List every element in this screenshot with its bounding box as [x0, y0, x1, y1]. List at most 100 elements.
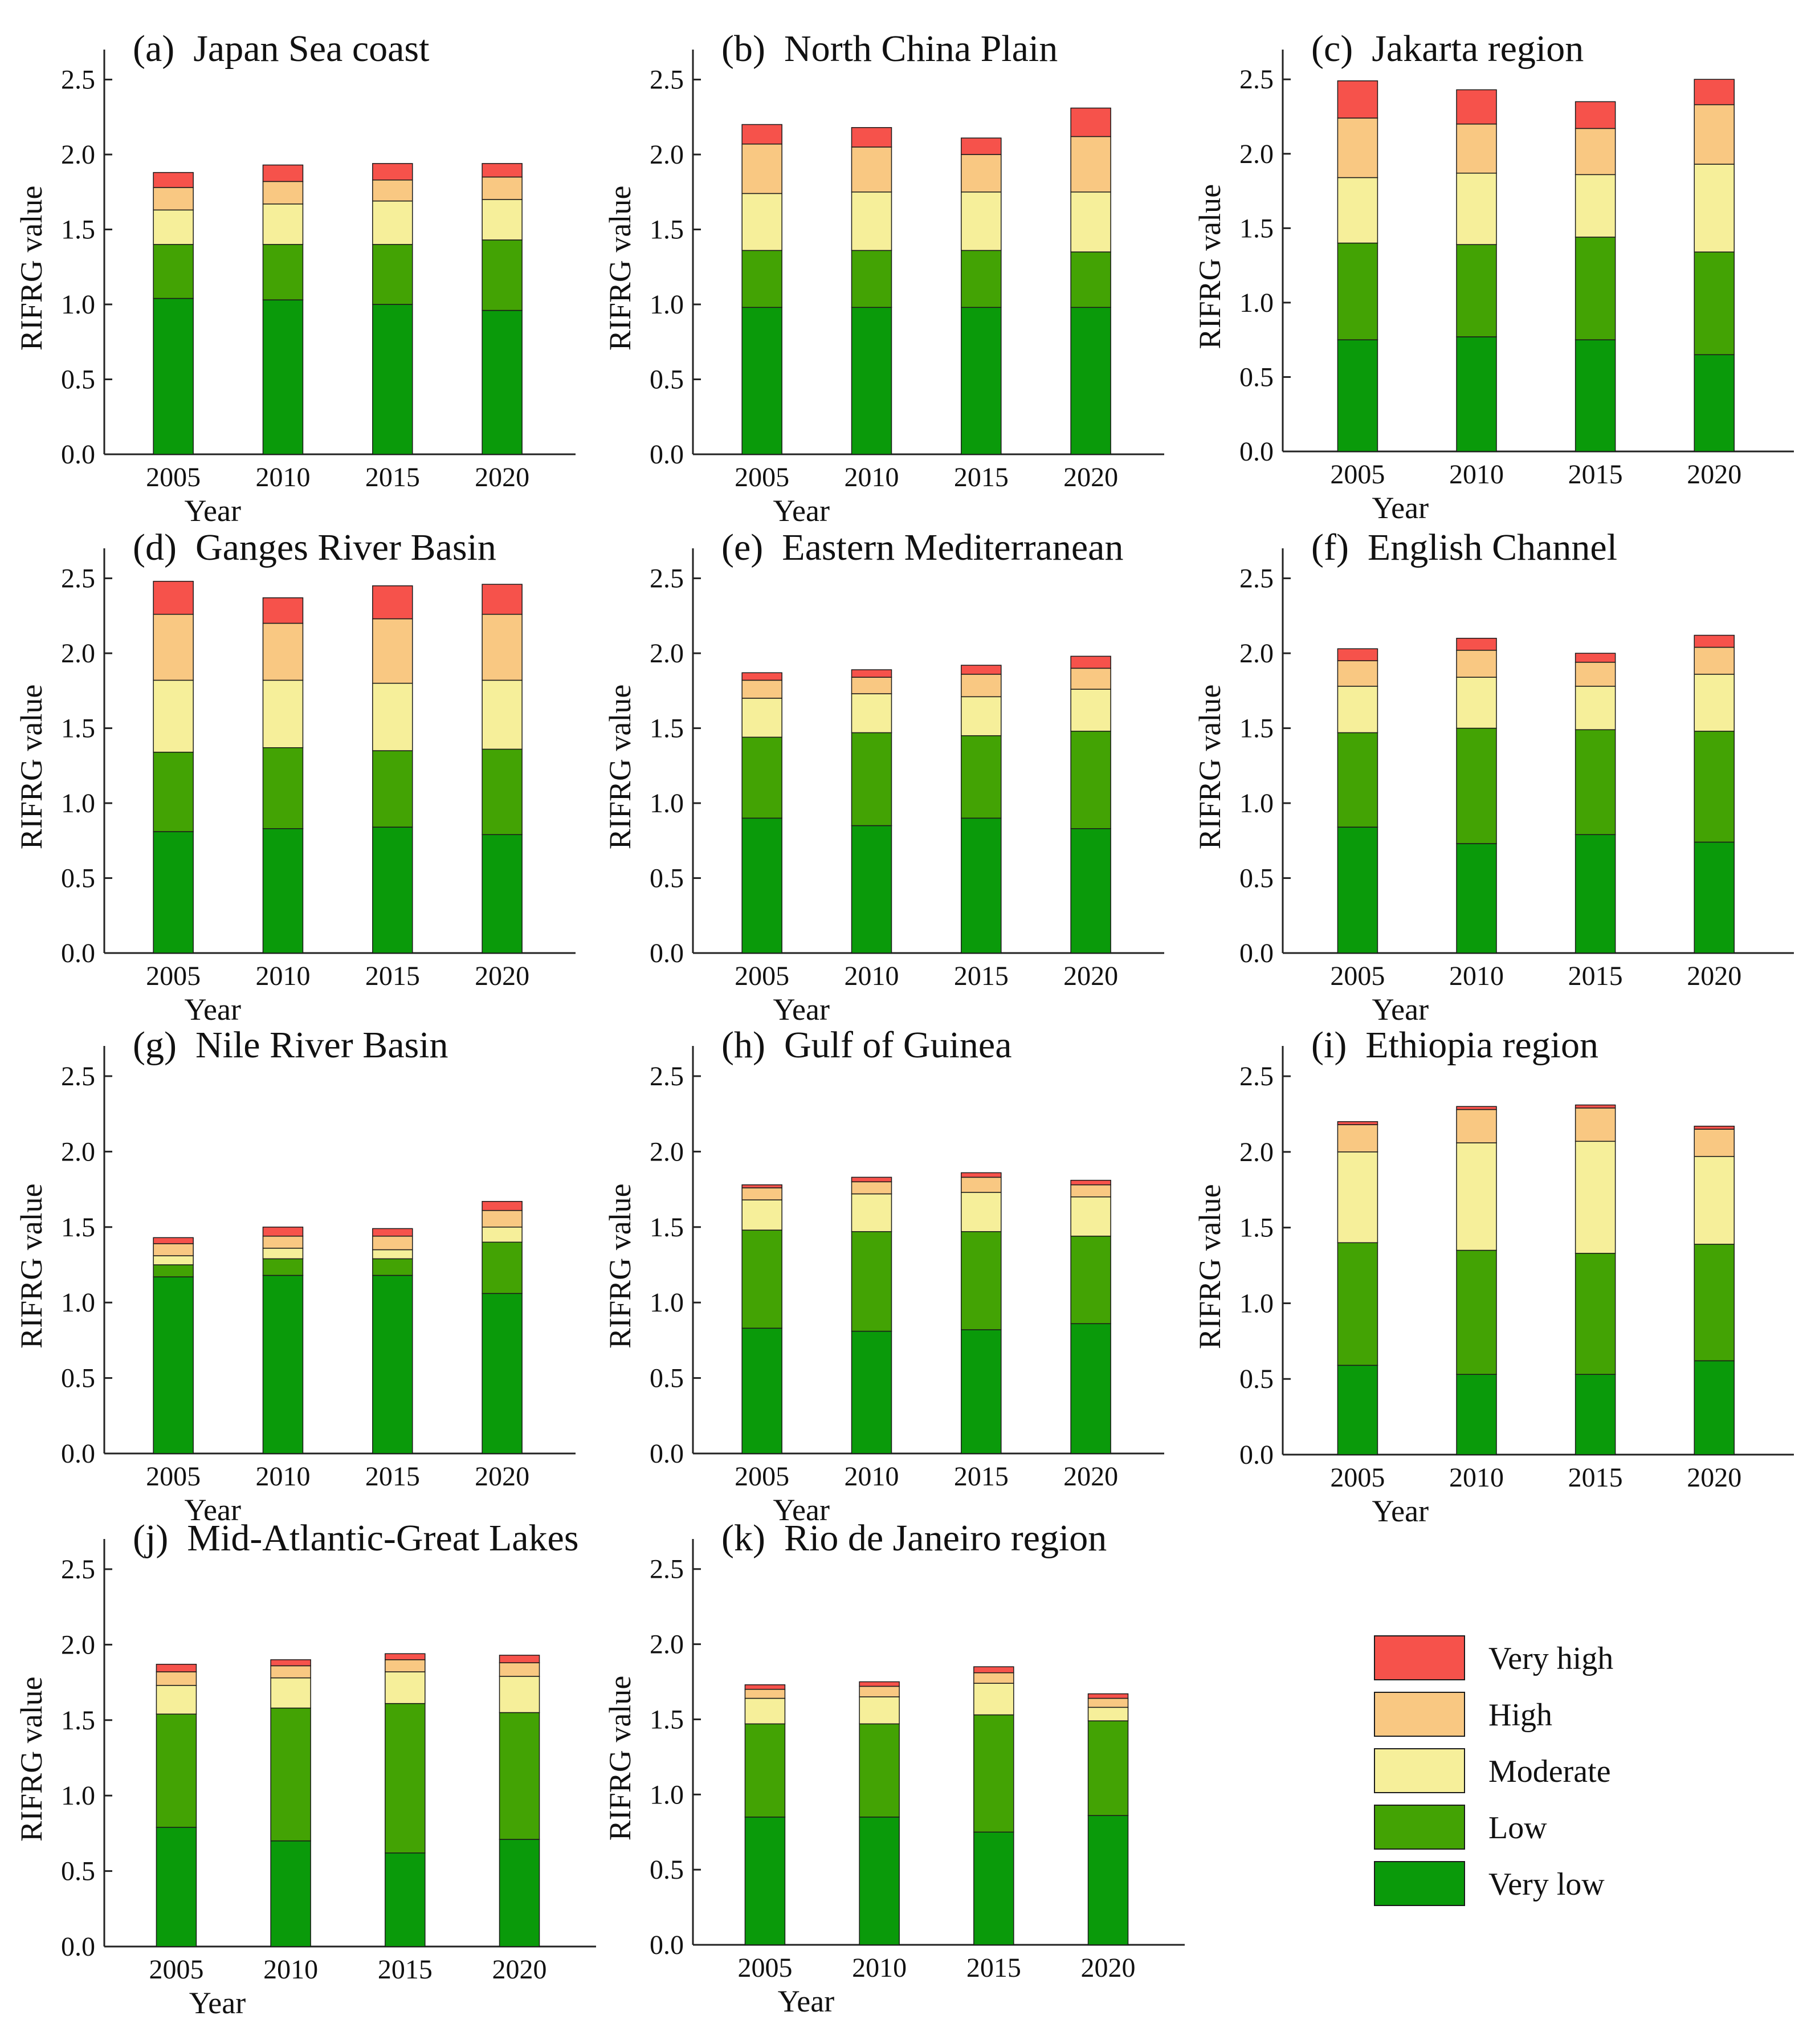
x-tick-label: 2010	[1449, 961, 1504, 991]
bar-segment-very-high-2010	[851, 669, 892, 678]
bar-segment-moderate-2015	[961, 1192, 1002, 1232]
bar-segment-moderate-2010	[851, 1193, 892, 1232]
y-axis-title: RIFRG value	[603, 685, 637, 850]
y-tick-label: 2.5	[650, 65, 684, 95]
x-axis-title: Year	[1372, 491, 1429, 525]
y-tick-label: 0.5	[61, 1856, 95, 1887]
bar-segment-very-low-2020	[1694, 841, 1735, 954]
bar-segment-low-2005	[744, 1723, 786, 1818]
legend-label-low: Low	[1488, 1810, 1547, 1846]
x-axis-title: Year	[778, 1984, 835, 2018]
bar-segment-very-high-2005	[1337, 80, 1378, 119]
bar-segment-moderate-2005	[156, 1685, 197, 1715]
bar-segment-moderate-2005	[741, 698, 782, 738]
bar-segment-moderate-2015	[961, 192, 1002, 251]
bar-segment-high-2015	[372, 618, 413, 684]
x-tick-label: 2010	[1449, 1463, 1504, 1493]
x-tick-label: 2020	[1063, 1461, 1118, 1492]
bar-segment-low-2010	[1456, 1249, 1497, 1375]
y-tick-label: 1.5	[61, 1705, 95, 1736]
legend-swatch-high	[1374, 1692, 1465, 1737]
bar-segment-very-low-2020	[1070, 1323, 1111, 1454]
bar-segment-very-low-2005	[156, 1827, 197, 1947]
bar-segment-very-low-2015	[1575, 1374, 1616, 1455]
bar-segment-low-2005	[741, 1229, 782, 1329]
y-tick-label: 0.5	[61, 864, 95, 894]
bar-segment-high-2020	[1070, 1184, 1111, 1198]
panel-title: (f) English Channel	[1311, 527, 1617, 568]
x-tick-label: 2020	[1687, 459, 1741, 490]
y-tick-label: 2.0	[650, 1630, 684, 1660]
legend-swatch-very-high	[1374, 1635, 1465, 1680]
panel-title: (h) Gulf of Guinea	[721, 1024, 1012, 1066]
legend-swatch-low	[1374, 1805, 1465, 1850]
bar-segment-very-high-2020	[1694, 79, 1735, 105]
x-tick-label: 2020	[475, 961, 529, 991]
bar-segment-high-2020	[482, 1210, 523, 1228]
y-tick-label: 2.5	[61, 1554, 95, 1585]
bar-segment-low-2020	[1694, 731, 1735, 843]
panel-a: 0.0 0.5 1.0 1.5 2.0 2.5 2005 2010 2015 2020 Year RI…	[14, 28, 576, 528]
bar-segment-high-2005	[741, 679, 782, 699]
x-tick-label: 2010	[255, 961, 310, 991]
bar-segment-low-2015	[973, 1714, 1014, 1833]
bar-segment-moderate-2020	[1087, 1707, 1129, 1721]
y-tick-label: 1.0	[61, 788, 95, 819]
bar-segment-very-high-2015	[1575, 101, 1616, 129]
x-tick-label: 2005	[1330, 961, 1385, 991]
y-axis-title: RIFRG value	[603, 186, 637, 351]
bar-segment-very-high-2005	[153, 172, 194, 188]
y-axis-title: RIFRG value	[603, 1183, 637, 1349]
y-tick-label: 2.5	[650, 1061, 684, 1092]
x-tick-label: 2005	[146, 1461, 201, 1492]
bar-segment-low-2010	[270, 1707, 311, 1842]
bar-segment-very-high-2020	[1070, 107, 1111, 137]
bar-segment-very-low-2015	[961, 817, 1002, 954]
bar-segment-low-2005	[1337, 1242, 1378, 1366]
y-tick-label: 2.0	[1239, 638, 1274, 669]
x-tick-label: 2005	[146, 462, 201, 492]
y-axis-title: RIFRG value	[1193, 1184, 1227, 1349]
bar-segment-very-high-2005	[741, 672, 782, 681]
bar-segment-moderate-2010	[1456, 677, 1497, 729]
y-tick-label: 0.0	[650, 938, 684, 968]
y-tick-label: 1.0	[1239, 1288, 1274, 1318]
bar-segment-moderate-2020	[482, 199, 523, 241]
legend-swatch-moderate	[1374, 1748, 1465, 1793]
y-tick-label: 1.0	[650, 788, 684, 819]
bar-segment-very-low-2020	[1070, 307, 1111, 455]
bar-segment-very-low-2010	[1456, 1374, 1497, 1455]
bar-segment-very-low-2005	[1337, 826, 1378, 954]
bar-segment-moderate-2020	[1070, 1196, 1111, 1237]
bar-segment-very-high-2005	[1337, 1121, 1378, 1125]
bar-segment-very-low-2020	[1694, 1360, 1735, 1455]
bar-segment-very-high-2015	[385, 1653, 426, 1660]
bar-segment-high-2010	[851, 146, 892, 193]
bar-segment-low-2015	[961, 735, 1002, 819]
y-tick-label: 2.5	[61, 1061, 95, 1092]
bar-segment-very-low-2010	[851, 307, 892, 455]
bar-segment-very-high-2005	[1337, 648, 1378, 661]
bar-segment-high-2005	[744, 1688, 786, 1699]
bar-segment-very-high-2005	[153, 581, 194, 615]
y-tick-label: 0.0	[1239, 437, 1274, 467]
bar-segment-high-2010	[262, 1235, 304, 1249]
legend-label-moderate: Moderate	[1488, 1754, 1611, 1789]
x-tick-label: 2020	[475, 1461, 529, 1492]
y-tick-label: 1.0	[650, 1288, 684, 1318]
bar-segment-high-2010	[1456, 123, 1497, 174]
bar-segment-moderate-2015	[372, 682, 413, 751]
x-axis-title: Year	[773, 992, 830, 1027]
bar-segment-moderate-2010	[262, 679, 304, 748]
bar-segment-low-2020	[1070, 1235, 1111, 1325]
bar-segment-high-2010	[859, 1685, 900, 1697]
bar-segment-moderate-2005	[1337, 1151, 1378, 1243]
y-tick-label: 2.5	[1239, 1061, 1274, 1092]
bar-segment-low-2015	[372, 750, 413, 828]
x-tick-label: 2015	[378, 1955, 433, 1985]
bar-segment-high-2015	[1575, 662, 1616, 687]
bar-segment-very-low-2005	[153, 298, 194, 455]
bar-segment-moderate-2010	[270, 1677, 311, 1709]
x-tick-label: 2020	[1081, 1953, 1136, 1983]
